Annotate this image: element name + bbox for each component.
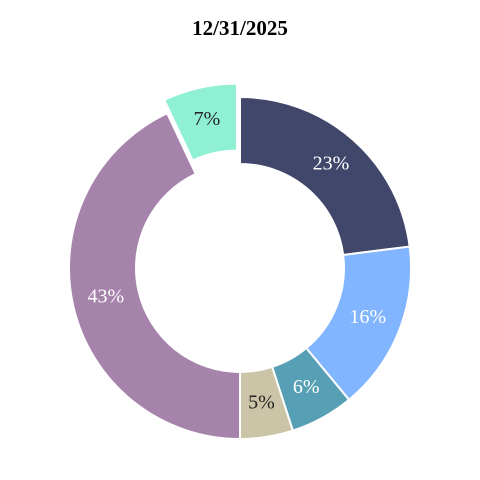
donut-slice — [162, 82, 239, 162]
chart-title: 12/31/2025 — [192, 16, 288, 40]
value-label: 23% — [313, 152, 350, 174]
value-label: 16% — [350, 306, 387, 328]
donut-slice — [239, 95, 411, 257]
donut-slice — [68, 111, 241, 441]
value-label: 7% — [194, 108, 221, 130]
value-label: 43% — [87, 286, 124, 308]
value-label: 6% — [293, 376, 320, 398]
value-label: 5% — [248, 391, 275, 413]
